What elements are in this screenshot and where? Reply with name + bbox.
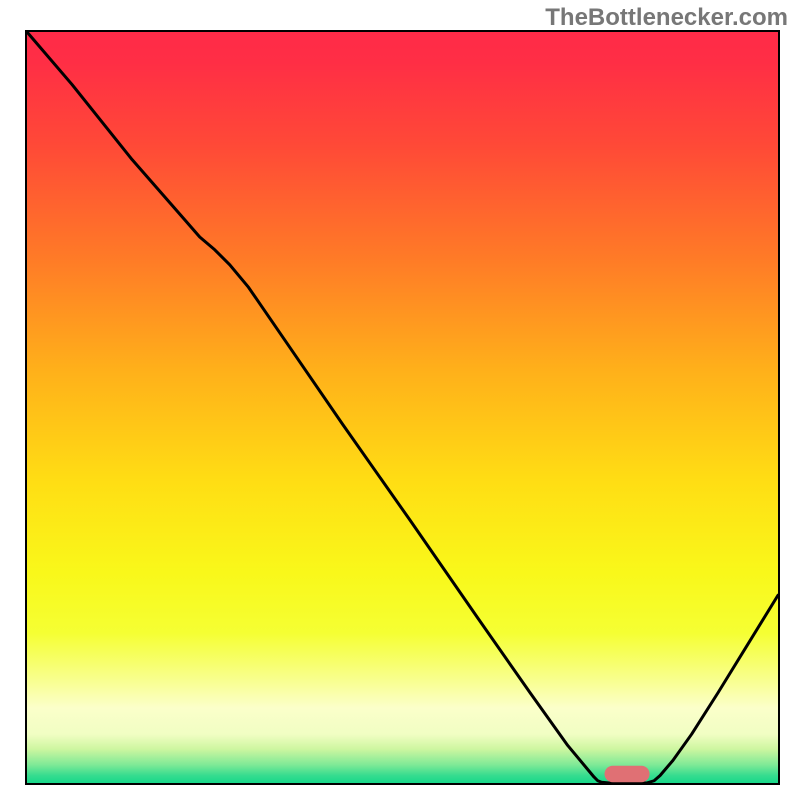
optimal-marker: [605, 766, 650, 783]
watermark-label: TheBottlenecker.com: [545, 4, 788, 32]
chart-svg: [25, 30, 780, 785]
chart-container: TheBottlenecker.com: [0, 0, 800, 800]
watermark-text: TheBottlenecker.com: [545, 4, 788, 31]
plot-area: [25, 30, 780, 785]
chart-bg: [27, 32, 778, 783]
